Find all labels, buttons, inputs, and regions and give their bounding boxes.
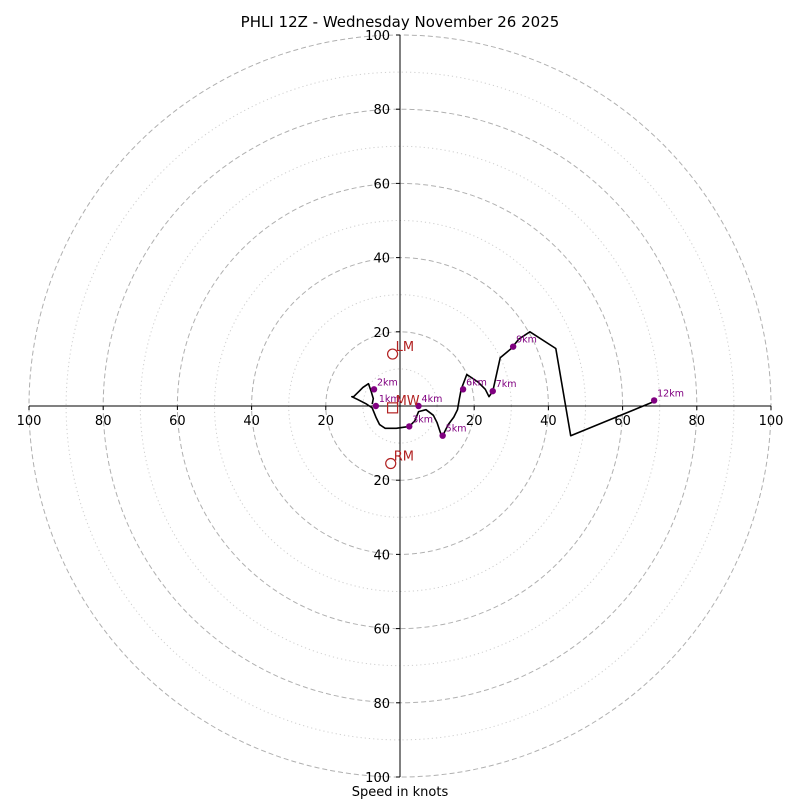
height-label-9km: 9km — [516, 335, 537, 346]
height-point-6km — [459, 386, 467, 393]
height-point-7km — [489, 387, 496, 395]
x-tick-label-7: 60 — [614, 414, 631, 429]
x-tick-label-5: 20 — [466, 414, 483, 429]
y-tick-label-5: 20 — [373, 326, 390, 341]
storm-motion-mw-marker — [386, 402, 399, 414]
x-tick-label-9: 100 — [759, 414, 784, 429]
height-label-1km: 1km — [379, 394, 400, 405]
x-tick-label-1: 80 — [95, 414, 112, 429]
storm-motion-markers: LM MW RM — [385, 340, 420, 470]
y-tick-label-4: 20 — [373, 474, 390, 489]
y-tick-label-7: 60 — [373, 177, 390, 192]
storm-motion-rm-label: RM — [394, 450, 414, 465]
x-tick-label-2: 60 — [169, 414, 186, 429]
height-point-4km — [415, 402, 422, 410]
height-label-4km: 4km — [422, 394, 443, 405]
y-tick-label-9: 100 — [365, 29, 390, 44]
height-point-12km — [650, 397, 658, 404]
y-tick-label-0: 100 — [365, 771, 390, 786]
chart-title: PHLI 12Z - Wednesday November 26 2025 — [241, 13, 560, 31]
hodograph-line — [350, 330, 653, 437]
height-label-2km: 2km — [377, 377, 398, 388]
storm-motion-mw-label: MW — [396, 394, 420, 409]
tick-labels: 100 100 80 80 60 60 40 40 20 20 20 20 40 40 60 60 80 80 10… — [17, 29, 784, 786]
height-point-9km — [509, 343, 517, 350]
y-tick-label-2: 60 — [373, 623, 390, 638]
height-point-3km — [406, 423, 413, 430]
height-label-12km: 12km — [657, 388, 684, 399]
storm-motion-lm-label: LM — [396, 340, 414, 355]
height-label-6km: 6km — [466, 377, 487, 388]
y-tick-label-6: 40 — [373, 252, 390, 267]
height-point-1km — [372, 402, 380, 410]
axes — [29, 35, 771, 777]
height-markers: 1km 2km 3km 4km 5km 6km 7km 9km 12km — [370, 335, 684, 439]
y-tick-label-8: 80 — [373, 103, 390, 118]
x-tick-label-4: 20 — [318, 414, 335, 429]
hodograph-trace — [350, 330, 653, 437]
height-label-7km: 7km — [496, 379, 517, 390]
height-label-3km: 3km — [412, 414, 433, 425]
storm-motion-lm-marker — [386, 348, 399, 360]
x-tick-label-3: 40 — [243, 414, 260, 429]
height-point-5km — [439, 432, 446, 439]
x-axis-label: Speed in knots — [352, 785, 449, 800]
storm-motion-rm-marker — [385, 457, 397, 470]
height-point-2km — [370, 386, 378, 393]
y-tick-label-1: 80 — [373, 697, 390, 712]
y-tick-label-3: 40 — [373, 548, 390, 563]
height-label-5km: 5km — [446, 424, 467, 435]
x-tick-label-0: 100 — [17, 414, 42, 429]
x-tick-label-8: 80 — [689, 414, 706, 429]
x-tick-label-6: 40 — [540, 414, 557, 429]
